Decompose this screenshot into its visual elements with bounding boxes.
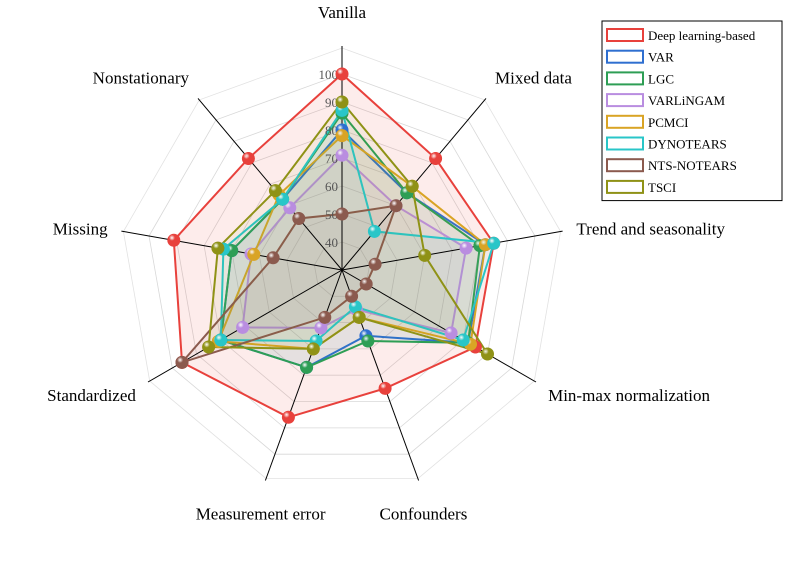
data-point — [281, 410, 295, 424]
markers-group — [167, 67, 501, 424]
data-point — [236, 320, 250, 334]
axis-label: Missing — [53, 220, 108, 239]
data-point — [335, 207, 349, 221]
axis-label: Trend and seasonality — [576, 220, 725, 239]
legend-swatch — [606, 114, 644, 129]
data-point — [335, 95, 349, 109]
axis-label: Mixed data — [495, 69, 572, 88]
legend-item-label: LGC — [648, 71, 674, 86]
grid-ring — [148, 73, 536, 455]
tick-label: 60 — [325, 179, 338, 194]
legend-swatch — [606, 136, 644, 151]
data-point — [456, 333, 470, 347]
data-point — [335, 67, 349, 81]
legend-item-label: Deep learning-based — [648, 28, 756, 43]
data-point — [211, 241, 225, 255]
data-point — [283, 201, 297, 215]
legend-swatch — [606, 49, 644, 64]
data-point — [335, 129, 349, 143]
data-point — [202, 340, 216, 354]
legend-item-label: DYNOTEARS — [648, 137, 727, 152]
grid-ring — [176, 101, 508, 429]
tick-label: 90 — [325, 95, 338, 110]
data-point — [306, 342, 320, 356]
tick-label: 80 — [325, 123, 338, 138]
axis-label: Min-max normalization — [548, 386, 710, 405]
data-point — [214, 333, 228, 347]
tick-label: 70 — [325, 151, 338, 166]
axis-label: Vanilla — [318, 3, 367, 22]
legend: Deep learning-based VAR LGC VARLiNGAM PCMCI D… — [601, 20, 783, 202]
data-point — [418, 248, 432, 262]
tick-label: 40 — [325, 235, 338, 250]
series-polygon-lgc — [219, 111, 481, 369]
grid-ring-outer — [122, 47, 562, 480]
series-polygon-varlingam — [241, 153, 468, 335]
axis-label: Measurement error — [196, 505, 326, 524]
legend-swatch — [606, 28, 644, 42]
axis-line — [264, 269, 343, 481]
axis-label: Confounders — [379, 505, 467, 524]
series-polygon-dynotears — [219, 108, 496, 343]
legend-item-label: TSCI — [648, 180, 676, 195]
legend-item-label: VARLiNGAM — [648, 93, 725, 108]
data-point — [247, 247, 261, 261]
data-point — [352, 310, 366, 324]
grid-ring — [231, 157, 453, 376]
data-point — [444, 326, 458, 340]
data-point — [359, 277, 373, 291]
data-point — [292, 212, 306, 226]
data-point — [405, 179, 419, 193]
legend-swatch — [606, 179, 644, 194]
data-point — [318, 310, 332, 324]
data-point — [241, 152, 255, 166]
legend-swatch — [606, 93, 644, 108]
axis-line — [197, 98, 343, 271]
legend-swatch — [606, 71, 644, 86]
series-polygon-tsci — [207, 100, 490, 356]
data-point — [345, 289, 359, 303]
data-point — [487, 236, 501, 250]
data-point — [361, 334, 375, 348]
axis-label: Standardized — [47, 386, 136, 405]
data-point — [378, 381, 392, 395]
legend-item-label: PCMCI — [648, 115, 688, 130]
data-point — [276, 192, 290, 206]
data-point — [167, 233, 181, 247]
data-point — [367, 224, 381, 238]
tick-label: 100 — [319, 67, 339, 82]
grid-ring — [313, 241, 371, 297]
data-point — [266, 251, 280, 265]
data-point — [389, 199, 403, 213]
data-point — [335, 148, 349, 162]
data-point — [268, 184, 282, 198]
legend-box — [601, 20, 783, 202]
axis-line — [341, 269, 537, 383]
axis-label: Nonstationary — [93, 69, 190, 88]
tick-label: 50 — [325, 207, 338, 222]
data-point — [175, 355, 189, 369]
data-point — [300, 360, 314, 374]
data-point — [459, 241, 473, 255]
data-point — [429, 152, 443, 166]
legend-item-label: NTS-NOTEARS — [648, 158, 737, 173]
grid-ring — [286, 213, 398, 324]
data-point — [368, 257, 382, 271]
data-point — [480, 347, 494, 361]
legend-swatch — [606, 158, 644, 173]
legend-item-label: VAR — [648, 50, 674, 65]
